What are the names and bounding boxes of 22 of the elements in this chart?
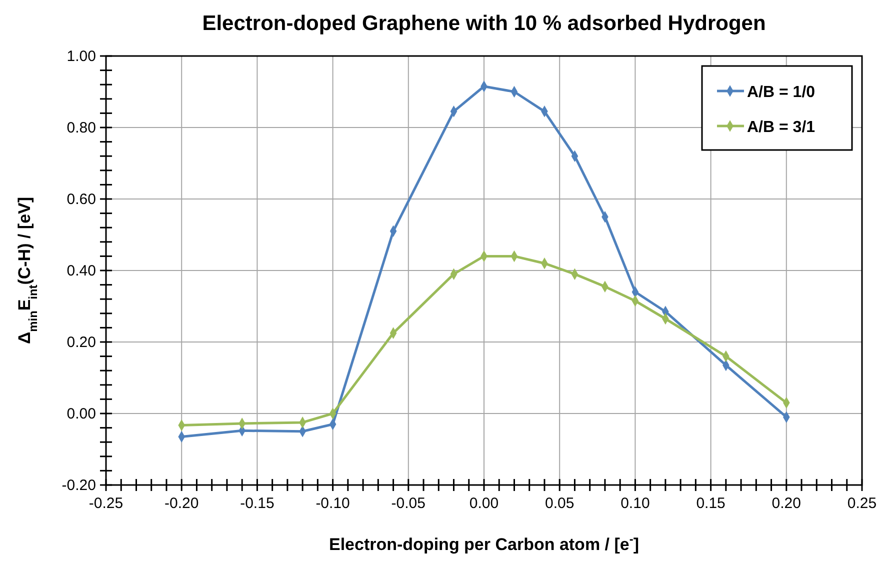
- x-tick-label: 0.00: [469, 495, 499, 512]
- x-tick-label: 0.15: [696, 495, 726, 512]
- y-tick-label: 0.20: [66, 334, 96, 351]
- x-tick-label: -0.25: [88, 495, 124, 512]
- x-tick-label: 0.25: [847, 495, 877, 512]
- y-tick-label: 0.60: [66, 191, 96, 208]
- y-tick-label: 0.00: [66, 406, 96, 422]
- legend-label: A/B = 3/1: [747, 119, 816, 136]
- x-tick-label: -0.10: [316, 495, 350, 512]
- x-tick-label: 0.20: [772, 495, 801, 512]
- x-tick-label: -0.15: [240, 495, 274, 512]
- y-tick-label: 0.40: [66, 262, 96, 280]
- x-tick-label: -0.05: [391, 495, 426, 512]
- x-tick-label: 0.05: [545, 495, 574, 512]
- y-tick-label: 0.80: [66, 120, 96, 136]
- y-tick-label: 1.00: [66, 48, 96, 65]
- legend-label: A/B = 1/0: [747, 84, 816, 101]
- chart-title: Electron-doped Graphene with 10 % adsorbed Hydrogen: [202, 12, 766, 35]
- y-tick-label: -0.20: [62, 477, 96, 494]
- x-axis-title: Electron-doping per Carbon atom / [e$^{-}$]: [329, 532, 639, 554]
- x-tick-label: -0.20: [164, 495, 199, 512]
- x-tick-label: 0.10: [620, 495, 650, 512]
